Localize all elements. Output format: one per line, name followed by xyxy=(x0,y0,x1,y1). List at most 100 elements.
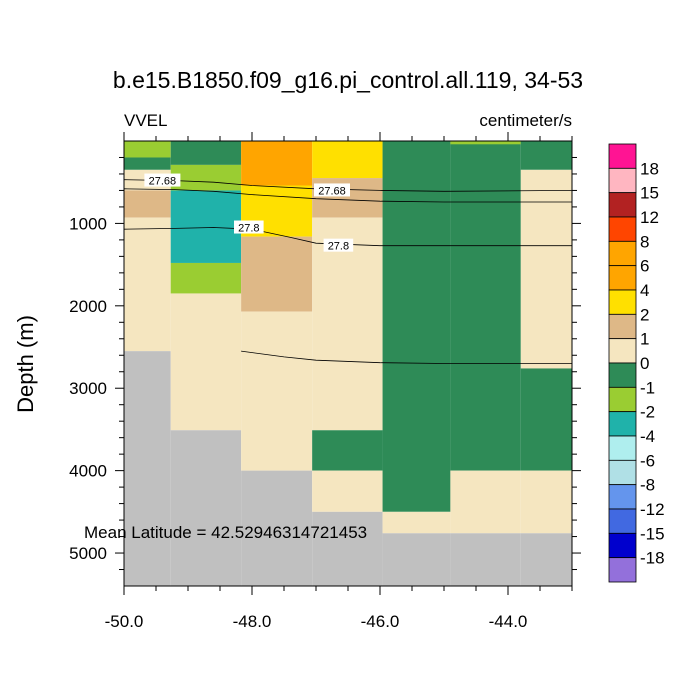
y-tick-label: 5000 xyxy=(69,544,107,563)
y-axis: 1000 2000 3000 4000 5000 xyxy=(69,156,581,571)
heatmap-cell xyxy=(124,351,171,586)
colorbar-label: 1 xyxy=(640,330,649,349)
heatmap-cell xyxy=(170,293,242,431)
colorbar-swatch xyxy=(608,167,637,194)
colorbar: 18 15 12 8 6 4 2 1 0 -1 -2 -4 -6 -8 -12 -15 -18 xyxy=(608,143,665,583)
colorbar-swatch xyxy=(608,338,637,364)
colorbar-label: -15 xyxy=(640,524,665,543)
mean-latitude-annotation: Mean Latitude = 42.52946314721453 xyxy=(84,523,367,542)
heatmap-cell xyxy=(241,311,313,471)
heatmap-cell xyxy=(520,368,572,471)
heatmap-cell xyxy=(312,217,383,431)
heatmap-cell xyxy=(520,470,572,534)
colorbar-swatch xyxy=(608,240,637,267)
heatmap-cell xyxy=(170,164,242,191)
heatmap-cell xyxy=(382,141,451,512)
colorbar-label: -8 xyxy=(640,476,655,495)
x-axis: -50.0 -48.0 -46.0 -44.0 xyxy=(105,132,573,631)
heatmap-cell xyxy=(124,217,171,352)
contour-line xyxy=(123,188,572,203)
colorbar-label: 2 xyxy=(640,305,649,324)
colorbar-label: 8 xyxy=(640,232,649,251)
colorbar-swatch xyxy=(608,313,637,340)
heatmap-cell xyxy=(312,511,383,586)
colorbar-label: -12 xyxy=(640,500,665,519)
colorbar-label: -6 xyxy=(640,451,655,470)
colorbar-swatch xyxy=(608,557,637,583)
contour-label: 27.68 xyxy=(318,185,346,197)
colorbar-swatch xyxy=(608,411,637,437)
heatmap-cell xyxy=(312,430,383,471)
contour-line xyxy=(123,179,573,192)
heatmap-cell xyxy=(312,141,383,179)
colorbar-swatch xyxy=(608,265,637,291)
colorbar-swatch xyxy=(608,216,637,242)
y-tick-label: 4000 xyxy=(69,462,107,481)
contour-label-bg xyxy=(314,183,350,197)
heatmap-cell xyxy=(450,533,521,586)
units-label: centimeter/s xyxy=(479,111,572,130)
contour-label-bg xyxy=(234,220,264,234)
colorbar-label: 6 xyxy=(640,257,649,276)
colorbar-label: -2 xyxy=(640,403,655,422)
colorbar-label: -1 xyxy=(640,378,655,397)
contour-label: 27.8 xyxy=(238,223,259,235)
y-axis-label: Depth (m) xyxy=(13,315,38,413)
colorbar-swatch xyxy=(608,459,637,486)
colorbar-swatch xyxy=(608,484,637,510)
colorbar-label: 15 xyxy=(640,184,659,203)
colorbar-label: 12 xyxy=(640,208,659,227)
colorbar-label: -18 xyxy=(640,549,665,568)
contour-label-bg xyxy=(144,173,181,187)
y-tick-label: 1000 xyxy=(69,214,107,233)
heatmap-cell xyxy=(241,470,313,586)
heatmap-cell xyxy=(170,190,242,263)
colorbar-swatch xyxy=(608,532,637,559)
heatmap-cell xyxy=(520,141,572,170)
colorbar-swatch xyxy=(608,435,637,461)
heatmap-cell xyxy=(520,533,572,586)
heatmap-cell xyxy=(382,511,451,534)
heatmap-cell xyxy=(382,533,451,586)
heatmap-cell xyxy=(170,262,242,294)
heatmap-cell xyxy=(124,141,171,158)
colorbar-label: -4 xyxy=(640,427,655,446)
colorbar-label: 0 xyxy=(640,354,649,373)
heatmap-cell xyxy=(124,157,171,170)
x-tick-label: -46.0 xyxy=(361,612,400,631)
colorbar-swatch xyxy=(608,386,637,413)
colorbar-swatch xyxy=(608,143,637,169)
colorbar-swatch xyxy=(608,508,637,534)
colorbar-label: 18 xyxy=(640,159,659,178)
heatmap-cell xyxy=(170,141,242,165)
variable-label: VVEL xyxy=(124,111,167,130)
chart-title: b.e15.B1850.f09_g16.pi_control.all.119, … xyxy=(113,67,583,93)
heatmap-cell xyxy=(170,430,242,586)
contour-lines xyxy=(123,179,573,364)
heatmap-cell xyxy=(450,470,521,534)
heatmap-cell xyxy=(124,190,171,218)
heatmap-cell xyxy=(520,169,572,369)
y-tick-label: 2000 xyxy=(69,297,107,316)
colorbar-swatch xyxy=(608,289,637,315)
heatmap-cell xyxy=(241,236,313,312)
contour-line xyxy=(123,227,572,247)
contour-label: 27.8 xyxy=(328,241,349,253)
x-tick-label: -44.0 xyxy=(489,612,528,631)
contour-label-bg xyxy=(323,238,354,252)
contour-labels: 27.68 27.68 27.8 27.8 xyxy=(144,173,354,253)
heatmap-cell xyxy=(450,141,521,471)
y-tick-label: 3000 xyxy=(69,379,107,398)
colorbar-swatch xyxy=(608,362,637,388)
contour-line xyxy=(241,350,572,364)
heatmap-cell xyxy=(241,141,313,186)
heatmap-cell xyxy=(312,470,383,512)
x-tick-label: -50.0 xyxy=(105,612,144,631)
contour-label: 27.68 xyxy=(149,176,177,188)
heatmap-cell xyxy=(450,141,521,145)
colorbar-label: 4 xyxy=(640,281,649,300)
heatmap-cells xyxy=(124,141,572,586)
colorbar-swatch xyxy=(608,192,637,218)
x-tick-label: -48.0 xyxy=(233,612,272,631)
